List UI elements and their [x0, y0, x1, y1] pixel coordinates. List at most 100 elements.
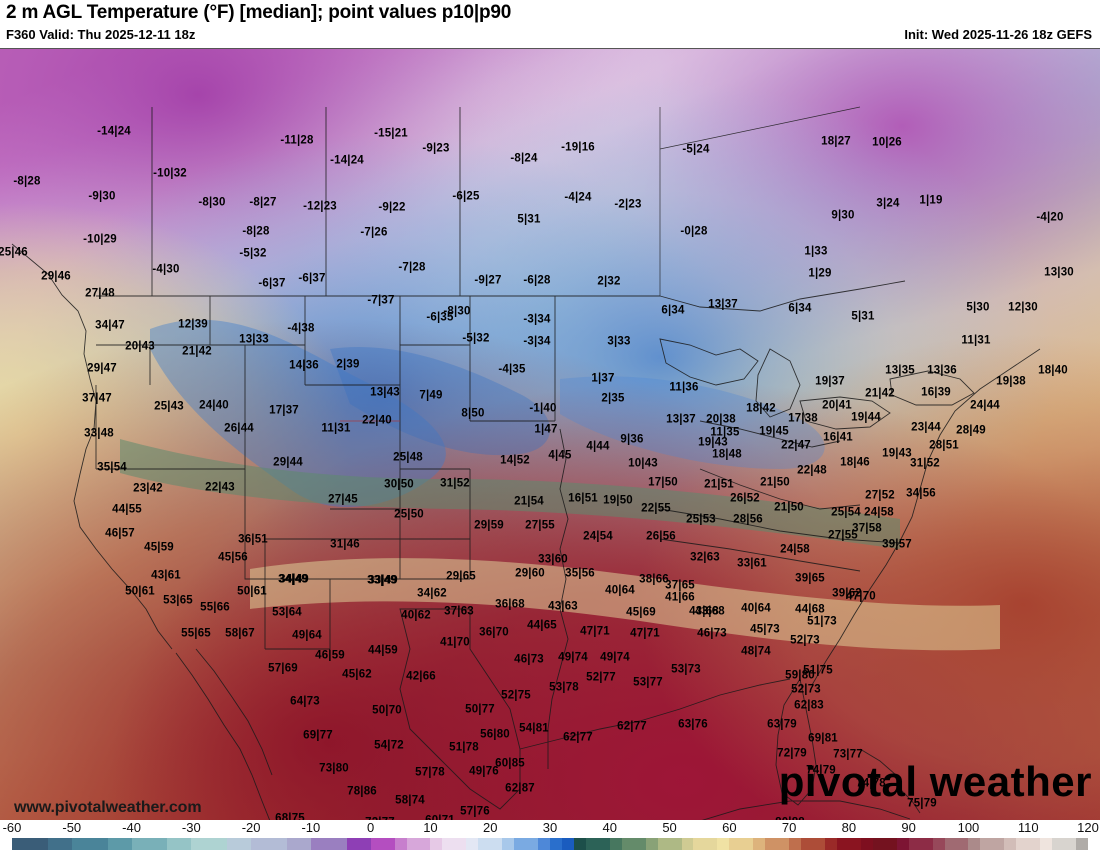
colorbar-segment [765, 838, 778, 850]
colorbar-segment [1052, 838, 1065, 850]
colorbar-segment [502, 838, 515, 850]
colorbar-segment [538, 838, 551, 850]
colorbar-segment [215, 838, 228, 850]
colorbar-segment [131, 838, 144, 850]
colorbar-tick: -50 [62, 820, 82, 835]
colorbar-segment [657, 838, 670, 850]
colorbar-tick: 30 [542, 820, 558, 835]
colorbar-segment [47, 838, 61, 850]
colorbar-segment [406, 838, 419, 850]
colorbar-segment [573, 838, 587, 850]
colorbar-segment [956, 838, 969, 850]
colorbar-segment [848, 838, 862, 850]
political-boundaries [11, 106, 1041, 820]
colorbar-tick: -30 [181, 820, 201, 835]
colorbar-segment [167, 838, 180, 850]
colorbar-tick-labels: -60 -50 -40 -30 -20 -10 0 10 20 30 40 50 60 70 80 90 100… [0, 820, 1100, 838]
colorbar-segment [382, 838, 395, 850]
colorbar-segment [896, 838, 910, 850]
colorbar-segment [454, 838, 467, 850]
colorbar-segment [1016, 838, 1029, 850]
colorbar-tick: -10 [301, 820, 321, 835]
colorbar-segment [370, 838, 383, 850]
colorbar-segment [944, 838, 957, 850]
colorbar-segment [334, 838, 348, 850]
colorbar-segment [872, 838, 886, 850]
colorbar-segment [358, 838, 372, 850]
colorbar-segment [119, 838, 132, 850]
valid-time-label: F360 Valid: Thu 2025-12-11 18z [6, 27, 196, 42]
colorbar-segment [836, 838, 850, 850]
colorbar-segment [478, 838, 491, 850]
colorbar-segment [908, 838, 921, 850]
site-url-watermark: www.pivotalweather.com [14, 799, 202, 816]
colorbar-segment [1040, 838, 1053, 850]
colorbar-segment [824, 838, 838, 850]
colorbar-segment [753, 838, 766, 850]
colorbar-segment [1064, 838, 1077, 850]
colorbar-segment [526, 838, 539, 850]
colorbar-tick: 20 [482, 820, 498, 835]
colorbar-tick: 80 [841, 820, 857, 835]
colorbar-segment [550, 838, 563, 850]
colorbar-segment [968, 838, 981, 850]
colorbar-segment [860, 838, 874, 850]
colorbar-tick: 70 [781, 820, 797, 835]
colorbar-segment [741, 838, 754, 850]
colorbar-segment [59, 838, 73, 850]
colorbar-segment [251, 838, 264, 850]
colorbar-tick: 110 [1017, 820, 1039, 835]
colorbar-segment [203, 838, 216, 850]
colorbar-tick: 0 [367, 820, 375, 835]
colorbar-segment [717, 838, 730, 850]
temperature-raster [0, 49, 1100, 820]
colorbar-segment [1028, 838, 1041, 850]
colorbar-segment [920, 838, 933, 850]
colorbar-tick: -20 [241, 820, 261, 835]
colorbar-tick: -40 [122, 820, 141, 835]
colorbar-segment [597, 838, 611, 850]
colorbar-segment [980, 838, 993, 850]
colorbar-segment [346, 838, 360, 850]
colorbar-segment [693, 838, 706, 850]
colorbar-segment [155, 838, 168, 850]
colorbar-segment [992, 838, 1005, 850]
colorbar-tick: 40 [602, 820, 617, 835]
colorbar-tick: 100 [957, 820, 980, 835]
colorbar-segment [1004, 838, 1017, 850]
colorbar[interactable]: -60 -50 -40 -30 -20 -10 0 10 20 30 40 50 60 70 80 90 100… [0, 820, 1100, 850]
colorbar-tick: -60 [2, 820, 22, 835]
colorbar-segment [669, 838, 682, 850]
colorbar-segment [681, 838, 694, 850]
colorbar-segment [239, 838, 252, 850]
colorbar-segment [179, 838, 192, 850]
colorbar-segment [23, 838, 37, 850]
colorbar-segment [813, 838, 826, 850]
colorbar-segment [561, 838, 575, 850]
colorbar-segment [932, 838, 945, 850]
colorbar-segment [430, 838, 443, 850]
colorbar-segment [418, 838, 431, 850]
colorbar-segment [394, 838, 407, 850]
colorbar-segment [609, 838, 623, 850]
colorbar-segment [263, 838, 276, 850]
colorbar-segment [191, 838, 204, 850]
map-viewport[interactable]: -14|24 -8|28 -9|30 -10|32 -11|28 -14|24 -8|30-… [0, 48, 1100, 820]
colorbar-tick: 60 [722, 820, 737, 835]
colorbar-tick: 90 [901, 820, 916, 835]
colorbar-segment [35, 838, 49, 850]
colorbar-segment [298, 838, 312, 850]
colorbar-segment [310, 838, 324, 850]
colorbar-segment [143, 838, 156, 850]
colorbar-segment [95, 838, 109, 850]
colorbar-segment [621, 838, 635, 850]
colorbar-segment [514, 838, 527, 850]
page-title: 2 m AGL Temperature (°F) [median]; point… [6, 2, 512, 23]
map-header: 2 m AGL Temperature (°F) [median]; point… [0, 0, 1100, 48]
colorbar-segment [789, 838, 802, 850]
colorbar-segment [12, 838, 25, 850]
colorbar-segment [71, 838, 85, 850]
colorbar-segment [83, 838, 97, 850]
colorbar-segment [645, 838, 658, 850]
